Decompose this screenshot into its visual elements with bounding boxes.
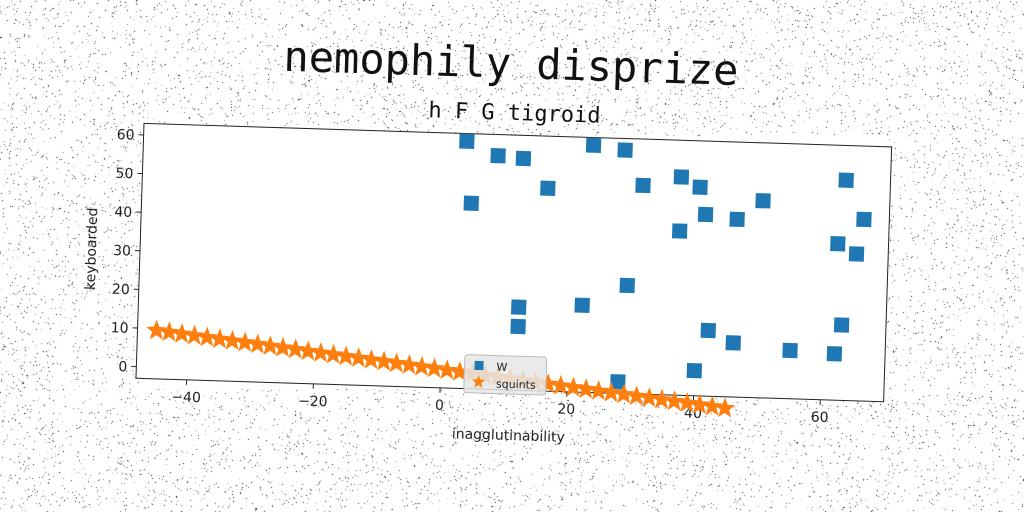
point-squints [613,383,635,404]
point-w [755,193,771,209]
point-w [826,346,843,362]
point-w [635,177,651,194]
point-squints [373,350,395,371]
point-w [686,362,703,379]
point-w [729,211,745,228]
point-squints [184,324,205,345]
chart-group: nemophily disprize h F G tigroid −40 −20 0… [83,32,893,446]
point-squints [322,343,344,364]
point-w [511,299,527,315]
point-squints [651,388,673,409]
x-tick-label: −20 [298,393,328,410]
point-w [510,318,526,335]
point-w [585,137,602,153]
point-squints [588,380,610,401]
y-tick-label: 30 [113,243,131,260]
legend-box [463,354,548,396]
point-squints [209,328,231,349]
x-axis-ticks: −40 −20 0 20 40 60 [171,379,829,426]
chart-subtitle: h F G tigroid [428,98,601,128]
y-tick-label: 60 [117,127,135,144]
point-squints [146,319,168,340]
point-squints [360,348,382,370]
point-squints [310,342,332,363]
point-w [490,148,506,164]
point-w [838,172,854,188]
point-w [856,211,872,228]
point-w [848,246,865,262]
x-tick-label: 20 [557,402,575,419]
point-w [540,180,556,196]
y-axis-label: keyboarded [83,207,102,290]
point-squints [335,345,357,366]
point-w [673,169,690,185]
point-w [697,206,714,223]
y-tick-label: 40 [114,204,132,221]
point-squints [689,393,711,414]
point-w [619,277,635,294]
point-squints [676,392,698,413]
point-squints [626,385,647,406]
legend-label-squints: squints [496,378,536,392]
point-w [782,342,798,359]
point-squints [411,355,433,377]
point-squints [398,354,420,375]
point-squints [158,321,180,342]
point-squints [386,352,408,373]
point-squints [234,331,256,352]
point-squints [600,381,622,402]
point-squints [664,390,685,411]
point-squints [701,395,723,416]
point-squints [562,376,584,397]
series-w [459,133,872,390]
point-w [700,322,716,339]
point-squints [297,340,319,361]
y-axis-ticks: 0 10 20 30 40 50 60 [110,127,144,375]
point-w [610,374,626,390]
chart-title: nemophily disprize [283,32,739,95]
point-squints [221,329,243,351]
point-squints [714,397,736,418]
y-tick-label: 50 [115,166,133,183]
point-w [617,142,633,158]
x-axis-label: inagglutinability [452,426,565,446]
point-w [515,150,532,167]
legend-marker-squints [471,375,486,388]
point-squints [247,333,269,354]
point-w [574,297,590,314]
point-w [463,195,479,211]
point-squints [196,326,218,347]
y-tick-label: 20 [112,282,130,299]
point-w [671,223,688,239]
point-w [833,317,850,333]
point-squints [348,347,370,368]
point-squints [259,335,281,356]
point-w [830,236,846,252]
point-w [692,179,708,195]
point-squints [285,338,306,359]
point-squints [272,336,294,357]
point-squints [449,361,471,382]
legend-marker-w [474,360,484,371]
y-tick-label: 10 [110,320,128,337]
point-squints [424,357,445,378]
legend: W squints [463,354,548,396]
point-squints [575,378,597,399]
point-w [725,335,741,351]
legend-label-w: W [496,361,507,374]
point-w [459,133,475,149]
point-squints [436,359,458,380]
y-tick-label: 0 [118,359,127,375]
point-squints [550,374,572,395]
x-tick-label: −40 [171,389,201,406]
x-tick-label: 60 [811,409,829,426]
point-squints [638,386,660,408]
x-tick-label: 0 [435,398,444,414]
point-squints [171,323,193,344]
